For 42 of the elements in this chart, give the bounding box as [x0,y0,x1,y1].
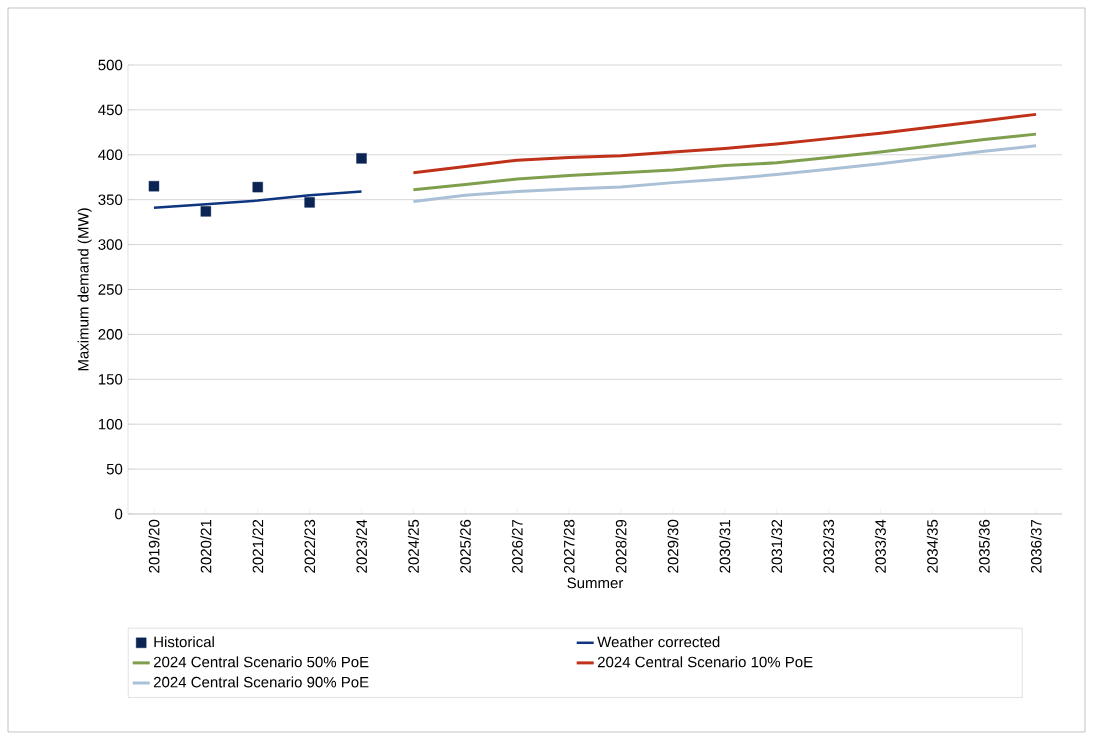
x-tick-label: 2019/20 [148,519,160,573]
y-tick-label: 150 [98,373,123,385]
point [148,181,160,192]
x-tick-label: 2024/25 [407,519,419,573]
point [304,197,315,208]
x-tick-label: 2029/30 [667,519,679,573]
x-tick-label: 2026/27 [511,519,523,573]
x-tick-label: 2020/21 [200,519,212,573]
y-tick-label: 50 [106,463,123,475]
x-tick-label: 2023/24 [356,519,368,573]
point [356,153,367,164]
legend-label: Historical [154,636,214,648]
legend-label: Weather corrected [597,636,720,648]
point [252,181,263,193]
y-tick-label: 400 [98,149,123,161]
legend-label: 2024 Central Scenario 50% PoE [153,656,369,668]
x-tick-label: 2027/28 [563,519,575,573]
x-tick-label: 2032/33 [823,519,835,573]
y-axis-title: Maximum demand (MW) [77,208,92,371]
x-tick-label: 2021/22 [252,519,264,573]
y-tick-label: 0 [115,508,123,520]
y-tick-label: 300 [98,239,123,250]
x-tick-label: 2028/29 [615,519,627,573]
y-tick-label: 500 [98,59,123,71]
x-tick-label: 2035/36 [978,519,990,573]
x-tick-label: 2022/23 [304,519,316,573]
point [200,206,212,217]
y-tick-label: 250 [98,284,123,295]
x-tick-label: 2030/31 [719,519,731,573]
y-tick-label: 100 [98,418,123,430]
line-series [411,112,1038,175]
x-tick-label: 2033/34 [874,519,886,573]
legend-label: 2024 Central Scenario 10% PoE [597,656,813,668]
y-tick-label: 450 [98,104,123,116]
x-tick-label: 2031/32 [771,519,783,573]
y-tick-label: 350 [98,194,123,205]
x-tick-label: 2036/37 [1030,519,1042,573]
y-tick-label: 200 [98,329,123,340]
legend-label: 2024 Central Scenario 90% PoE [153,676,369,688]
x-axis-title: Summer [567,577,624,589]
x-tick-label: 2034/35 [926,519,938,573]
x-tick-label: 2025/26 [459,519,471,573]
